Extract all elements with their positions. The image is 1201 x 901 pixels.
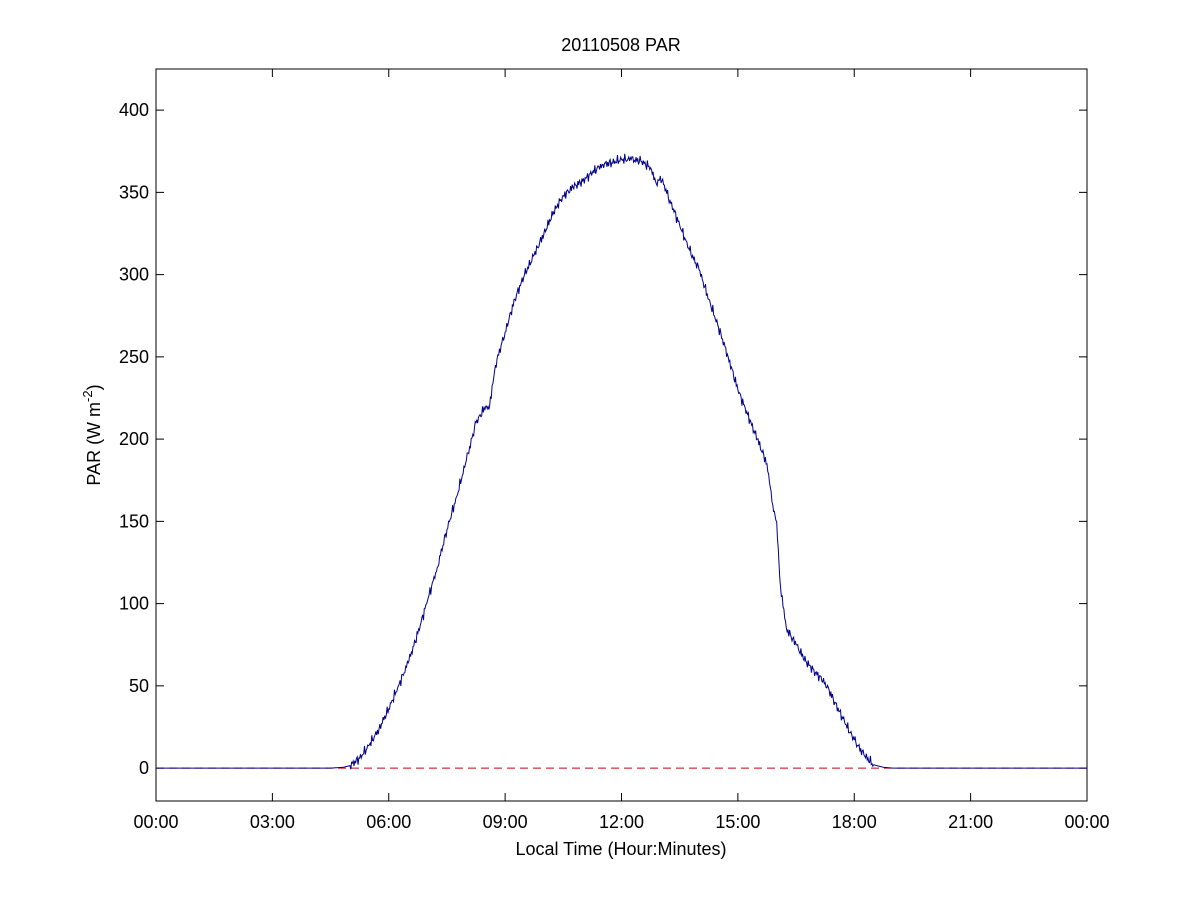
y-tick-label: 150	[119, 511, 149, 531]
series-layer	[156, 153, 1087, 770]
par-series-line	[156, 153, 1087, 770]
x-tick-label: 12:00	[599, 812, 644, 832]
y-tick-label: 100	[119, 594, 149, 614]
y-tick-label: 200	[119, 429, 149, 449]
y-tick-label: 350	[119, 182, 149, 202]
y-axis-label-close: )	[84, 384, 104, 390]
y-axis-label-superscript: -2	[80, 390, 95, 402]
y-tick-label: 300	[119, 265, 149, 285]
y-tick-label: 400	[119, 100, 149, 120]
x-axis-label: Local Time (Hour:Minutes)	[515, 839, 726, 859]
x-tick-label: 18:00	[832, 812, 877, 832]
y-tick-label: 250	[119, 347, 149, 367]
axis-tick-labels: 00:00 03:00 06:00 09:00 12:00 15:00 18:00 21:00…	[119, 100, 1110, 832]
x-tick-label: 03:00	[250, 812, 295, 832]
x-tick-label: 15:00	[715, 812, 760, 832]
y-tick-label: 50	[129, 676, 149, 696]
x-tick-label: 09:00	[483, 812, 528, 832]
x-tick-label: 00:00	[133, 812, 178, 832]
axes-frame	[155, 68, 1088, 802]
y-tick-label: 0	[139, 758, 149, 778]
axis-ticks	[155, 69, 1088, 801]
y-axis-label: PAR (W m-2)	[80, 384, 104, 485]
x-tick-label: 21:00	[948, 812, 993, 832]
x-tick-label: 06:00	[366, 812, 411, 832]
y-axis-label-main: PAR (W m	[84, 402, 104, 486]
x-tick-label: 00:00	[1064, 812, 1109, 832]
chart-title: 20110508 PAR	[561, 35, 680, 55]
